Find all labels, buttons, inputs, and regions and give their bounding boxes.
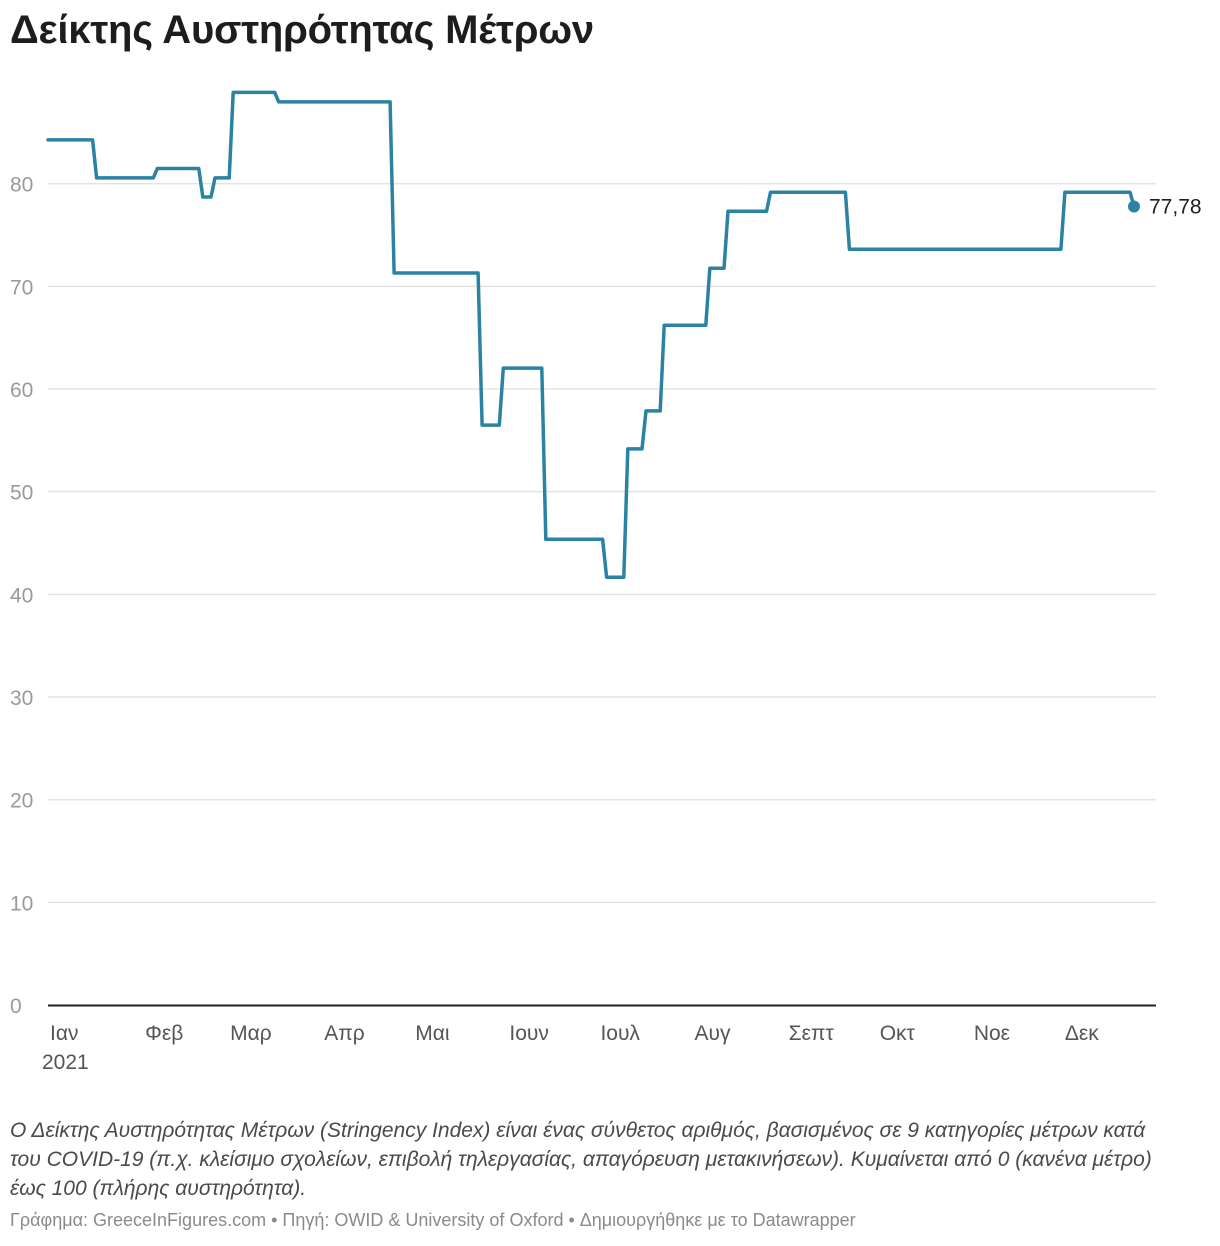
chart-footer: Γράφημα: GreeceInFigures.com • Πηγή: OWI… bbox=[10, 1210, 856, 1230]
x-tick-label: Ιουλ bbox=[600, 1022, 640, 1045]
x-tick-label: Δεκ bbox=[1065, 1022, 1099, 1045]
x-axis: Ιαν 2021 Φεβ Μαρ Απρ Μαι Ιουν Ιουλ Αυγ Σεπτ Οκτ Νοε… bbox=[42, 1022, 1099, 1074]
y-tick-label: 80 bbox=[10, 174, 33, 197]
x-tick-label: Ιαν bbox=[50, 1022, 78, 1045]
y-tick-label: 0 bbox=[10, 995, 22, 1018]
chart-notes: Ο Δείκτης Αυστηρότητας Μέτρων (Stringenc… bbox=[10, 1119, 1152, 1200]
x-tick-label: Ιουν bbox=[509, 1022, 548, 1045]
x-tick-label: Απρ bbox=[324, 1022, 364, 1045]
y-axis: 0 10 20 30 40 50 60 70 80 bbox=[10, 174, 33, 1018]
y-tick-label: 20 bbox=[10, 790, 33, 813]
y-tick-label: 60 bbox=[10, 379, 33, 402]
series-line bbox=[46, 90, 1136, 579]
gridlines bbox=[48, 182, 1156, 904]
end-point-dot bbox=[1128, 200, 1140, 213]
x-tick-label: Φεβ bbox=[145, 1022, 183, 1045]
y-tick-label: 40 bbox=[10, 584, 33, 607]
x-tick-label: Μαρ bbox=[230, 1022, 272, 1045]
chart-title: Δείκτης Αυστηρότητας Μέτρων bbox=[10, 8, 594, 52]
x-tick-label: Αυγ bbox=[695, 1022, 731, 1045]
y-tick-label: 70 bbox=[10, 276, 33, 299]
x-tick-year-label: 2021 bbox=[42, 1051, 89, 1074]
x-tick-label: Μαι bbox=[415, 1022, 450, 1045]
end-value-label: 77,78 bbox=[1149, 195, 1202, 218]
x-tick-label: Νοε bbox=[974, 1022, 1010, 1045]
x-tick-label: Οκτ bbox=[880, 1022, 916, 1045]
y-tick-label: 30 bbox=[10, 687, 33, 710]
y-tick-label: 10 bbox=[10, 892, 33, 915]
x-tick-label: Σεπτ bbox=[789, 1022, 835, 1045]
y-tick-label: 50 bbox=[10, 482, 33, 505]
